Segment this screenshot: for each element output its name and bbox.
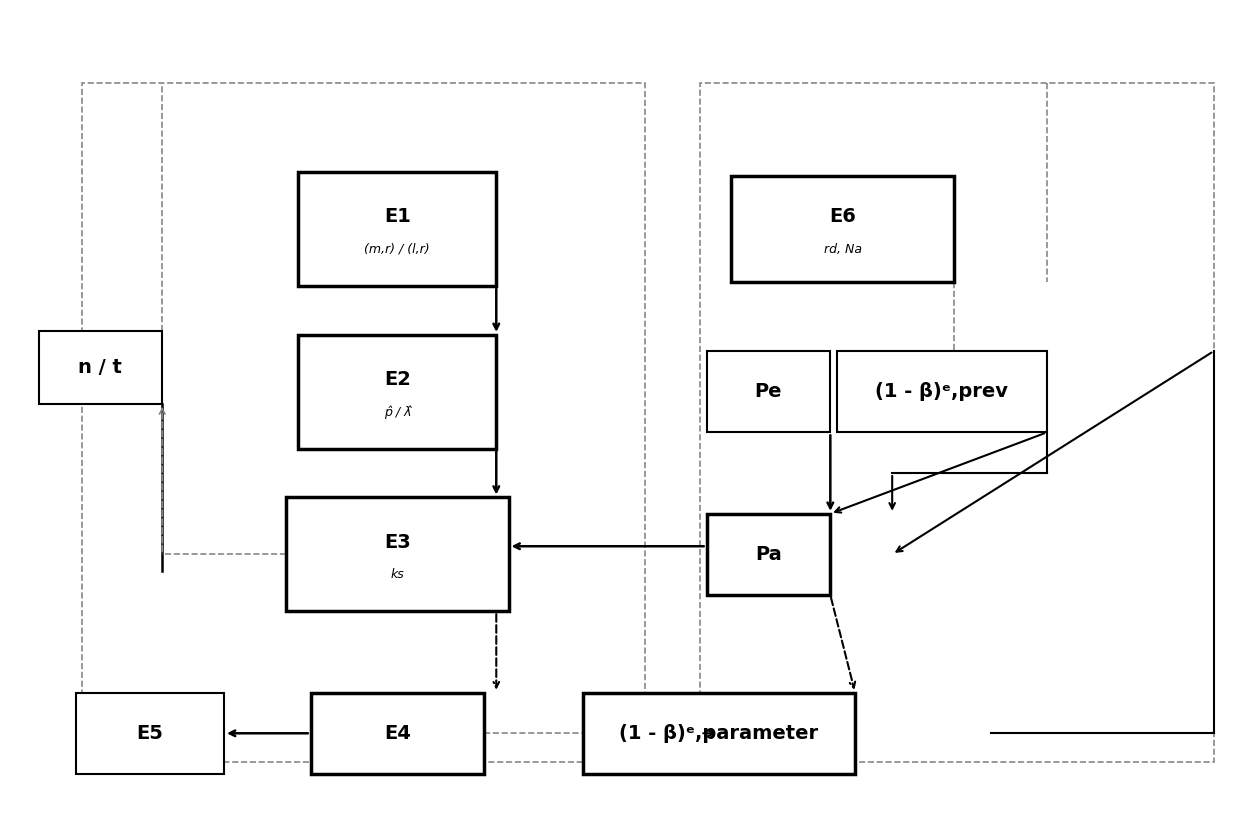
Text: Pa: Pa [755, 545, 782, 564]
Text: E4: E4 [384, 724, 410, 743]
Text: (1 - β)ᵉ,prev: (1 - β)ᵉ,prev [875, 382, 1008, 401]
FancyBboxPatch shape [299, 172, 496, 286]
FancyBboxPatch shape [38, 330, 162, 404]
Text: E6: E6 [830, 207, 856, 226]
Text: ks: ks [391, 568, 404, 581]
Text: E5: E5 [136, 724, 164, 743]
FancyBboxPatch shape [76, 693, 224, 774]
FancyBboxPatch shape [583, 693, 856, 774]
FancyBboxPatch shape [286, 498, 508, 611]
FancyBboxPatch shape [837, 351, 1047, 432]
Bar [82, 82, 645, 762]
FancyBboxPatch shape [707, 351, 831, 432]
Text: (m,r) / (l,r): (m,r) / (l,r) [365, 243, 430, 256]
Text: Pe: Pe [755, 382, 782, 401]
FancyBboxPatch shape [707, 514, 831, 595]
Text: rd, Na: rd, Na [823, 243, 862, 256]
Text: E3: E3 [384, 533, 410, 552]
Text: E2: E2 [384, 370, 410, 389]
FancyBboxPatch shape [299, 335, 496, 449]
Text: E1: E1 [384, 207, 410, 226]
Text: (1 - β)ᵉ,parameter: (1 - β)ᵉ,parameter [620, 724, 818, 743]
Text: p̂ / λ̂: p̂ / λ̂ [383, 406, 410, 419]
FancyBboxPatch shape [311, 693, 484, 774]
FancyBboxPatch shape [732, 176, 954, 282]
Text: n / t: n / t [78, 358, 123, 377]
Bar [701, 82, 1214, 762]
